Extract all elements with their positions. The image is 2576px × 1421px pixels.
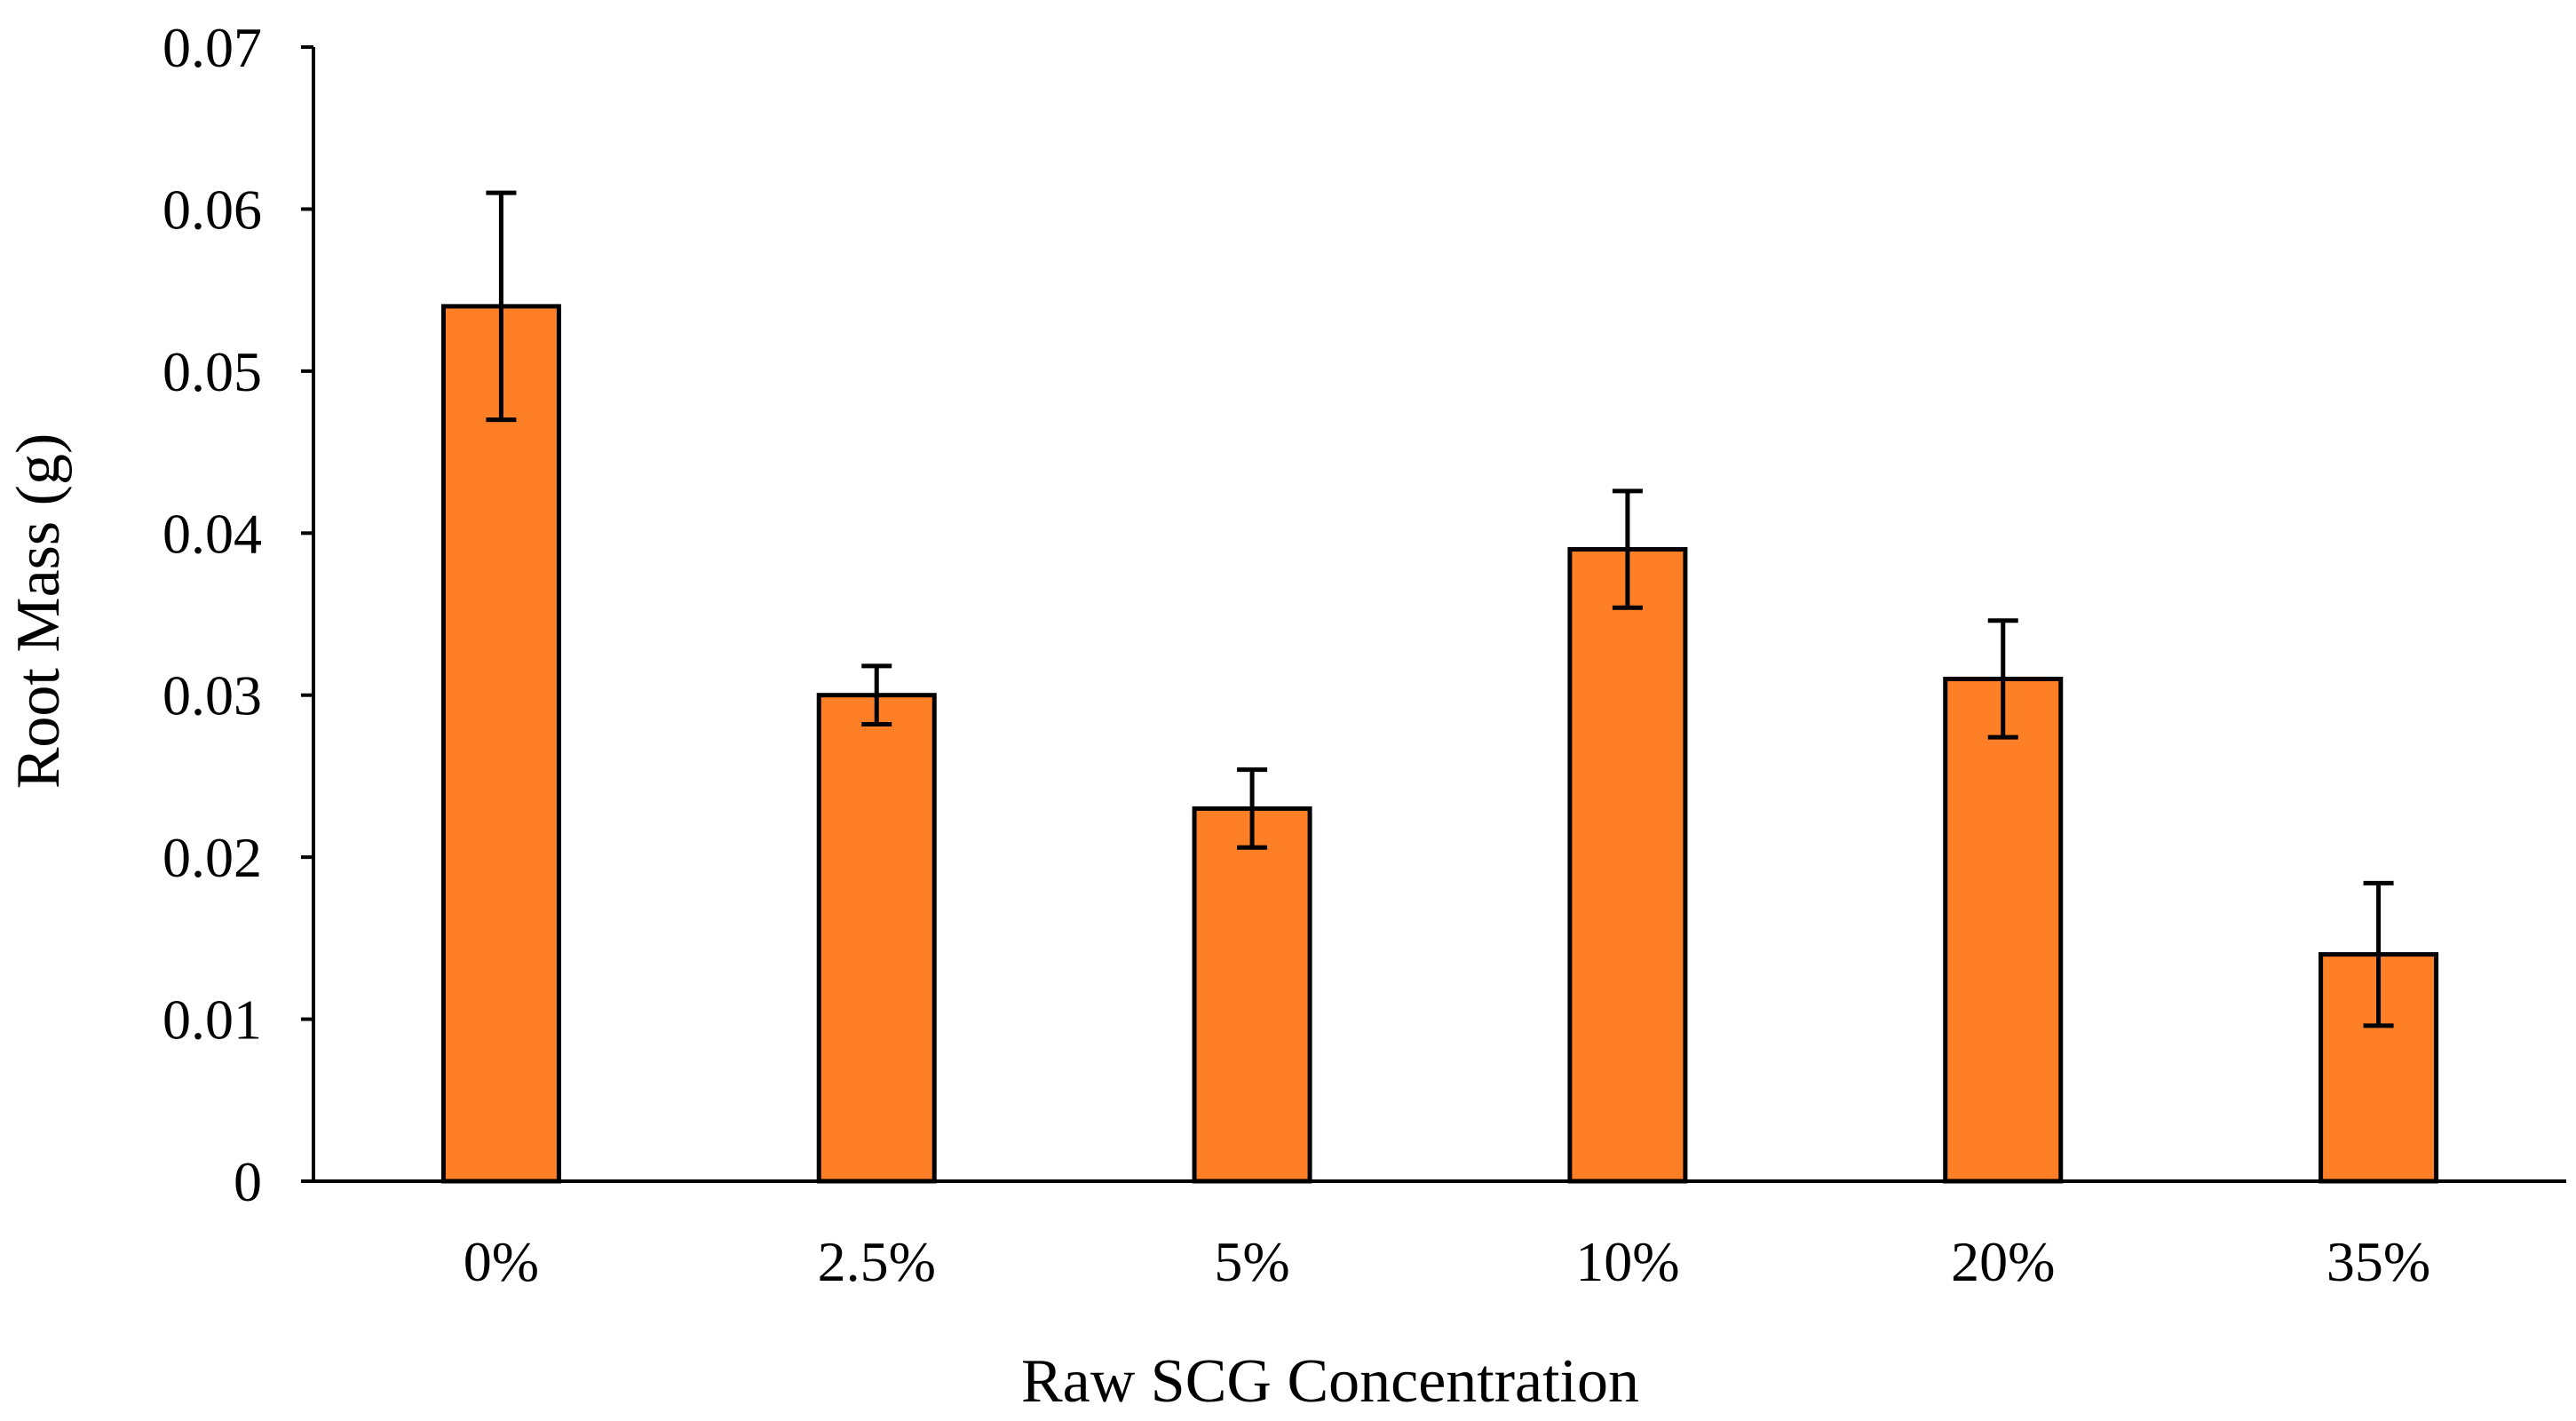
y-tick-label: 0.02 [162, 826, 262, 889]
error-bar-2.5% [861, 663, 892, 727]
error-bar-35% [2363, 880, 2394, 1028]
error-bars-group [486, 190, 2394, 1028]
y-tick-label: 0.01 [162, 988, 262, 1052]
y-tick-label: 0.05 [162, 340, 262, 403]
bar-5% [1192, 806, 1312, 1184]
y-tick-label: 0.07 [162, 16, 262, 79]
bar-10% [1567, 547, 1688, 1184]
bar-2.5% [816, 693, 937, 1184]
x-tick-label-0%: 0% [464, 1230, 539, 1293]
bar-0% [440, 304, 561, 1184]
error-bar-20% [1987, 618, 2018, 740]
x-tick-label-5%: 5% [1214, 1230, 1289, 1293]
error-bar-0% [486, 190, 517, 423]
x-tick-label-10%: 10% [1575, 1230, 1679, 1293]
x-axis-labels: 0% 2.5% 5% 10% 20% 35% [464, 1230, 2430, 1293]
x-tick-label-2.5%: 2.5% [818, 1230, 936, 1293]
error-bar-10% [1612, 488, 1643, 610]
y-axis-title: Root Mass (g) [4, 433, 73, 790]
x-axis-title: Raw SCG Concentration [1021, 1347, 1639, 1416]
bars-group [440, 304, 2439, 1184]
y-tick-label: 0 [234, 1150, 262, 1213]
error-bar-5% [1237, 767, 1268, 850]
y-axis-ticks: 0 0.01 0.02 0.03 0.04 0.05 0.06 0.07 [162, 16, 313, 1213]
y-tick-label: 0.03 [162, 664, 262, 727]
x-tick-label-35%: 35% [2326, 1230, 2430, 1293]
x-tick-label-20%: 20% [1951, 1230, 2055, 1293]
y-tick-label: 0.06 [162, 178, 262, 241]
bar-20% [1943, 676, 2064, 1184]
y-tick-label: 0.04 [162, 502, 262, 565]
